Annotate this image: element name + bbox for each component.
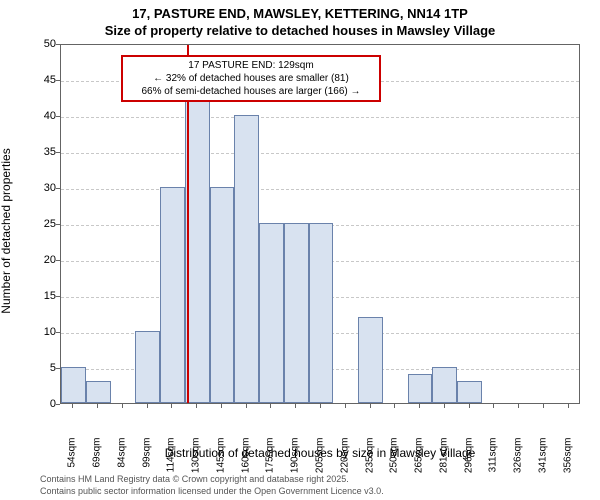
y-tick-label: 30: [16, 182, 56, 194]
title-line2: Size of property relative to detached ho…: [0, 23, 600, 38]
histogram-bar: [234, 115, 259, 403]
x-tick-label: 341sqm: [537, 438, 548, 488]
x-tick-label: 296sqm: [463, 438, 474, 488]
x-tick-mark: [370, 404, 371, 408]
y-tick-label: 35: [16, 146, 56, 158]
x-tick-mark: [246, 404, 247, 408]
x-tick-label: 250sqm: [389, 438, 400, 488]
gridline: [61, 153, 579, 154]
y-tick-label: 0: [16, 398, 56, 410]
x-tick-mark: [568, 404, 569, 408]
histogram-bar: [259, 223, 284, 403]
x-tick-label: 311sqm: [488, 438, 499, 488]
plot-area: 17 PASTURE END: 129sqm ← 32% of detached…: [60, 44, 580, 404]
x-tick-mark: [270, 404, 271, 408]
x-tick-mark: [97, 404, 98, 408]
histogram-bar: [61, 367, 86, 403]
x-tick-label: 356sqm: [562, 438, 573, 488]
x-tick-mark: [196, 404, 197, 408]
y-tick-label: 45: [16, 74, 56, 86]
y-tick-label: 20: [16, 254, 56, 266]
histogram-bar: [358, 317, 383, 403]
histogram-bar: [160, 187, 185, 403]
y-tick-label: 40: [16, 110, 56, 122]
x-tick-label: 326sqm: [513, 438, 524, 488]
y-tick-label: 25: [16, 218, 56, 230]
histogram-bar: [135, 331, 160, 403]
gridline: [61, 117, 579, 118]
footer-line2: Contains public sector information licen…: [40, 486, 384, 496]
x-tick-label: 235sqm: [364, 438, 375, 488]
histogram-bar: [309, 223, 334, 403]
gridline: [61, 189, 579, 190]
x-tick-mark: [469, 404, 470, 408]
histogram-bar: [284, 223, 309, 403]
histogram-bar: [432, 367, 457, 403]
y-tick-mark: [56, 404, 60, 405]
title-line1: 17, PASTURE END, MAWSLEY, KETTERING, NN1…: [0, 6, 600, 21]
y-tick-label: 5: [16, 362, 56, 374]
x-axis-label: Distribution of detached houses by size …: [60, 446, 580, 460]
x-tick-mark: [72, 404, 73, 408]
histogram-bar: [86, 381, 111, 403]
histogram-bar: [210, 187, 235, 403]
x-tick-mark: [394, 404, 395, 408]
x-tick-mark: [518, 404, 519, 408]
x-tick-mark: [419, 404, 420, 408]
annotation-line1: 17 PASTURE END: 129sqm: [127, 59, 375, 72]
x-tick-mark: [320, 404, 321, 408]
x-tick-mark: [221, 404, 222, 408]
y-tick-label: 10: [16, 326, 56, 338]
x-tick-mark: [295, 404, 296, 408]
footer-line1: Contains HM Land Registry data © Crown c…: [40, 474, 349, 484]
x-tick-mark: [444, 404, 445, 408]
x-tick-label: 265sqm: [414, 438, 425, 488]
y-axis-label: Number of detached properties: [0, 148, 13, 313]
histogram-bar: [408, 374, 433, 403]
histogram-bar: [457, 381, 482, 403]
x-tick-mark: [543, 404, 544, 408]
y-tick-label: 50: [16, 38, 56, 50]
annotation-line2: ← 32% of detached houses are smaller (81…: [127, 72, 375, 85]
x-tick-mark: [171, 404, 172, 408]
y-tick-label: 15: [16, 290, 56, 302]
x-tick-mark: [122, 404, 123, 408]
x-tick-mark: [345, 404, 346, 408]
x-tick-mark: [147, 404, 148, 408]
x-tick-mark: [493, 404, 494, 408]
annotation-box: 17 PASTURE END: 129sqm ← 32% of detached…: [121, 55, 381, 102]
annotation-line3: 66% of semi-detached houses are larger (…: [127, 85, 375, 98]
chart-container: 17, PASTURE END, MAWSLEY, KETTERING, NN1…: [0, 0, 600, 500]
x-tick-label: 281sqm: [438, 438, 449, 488]
